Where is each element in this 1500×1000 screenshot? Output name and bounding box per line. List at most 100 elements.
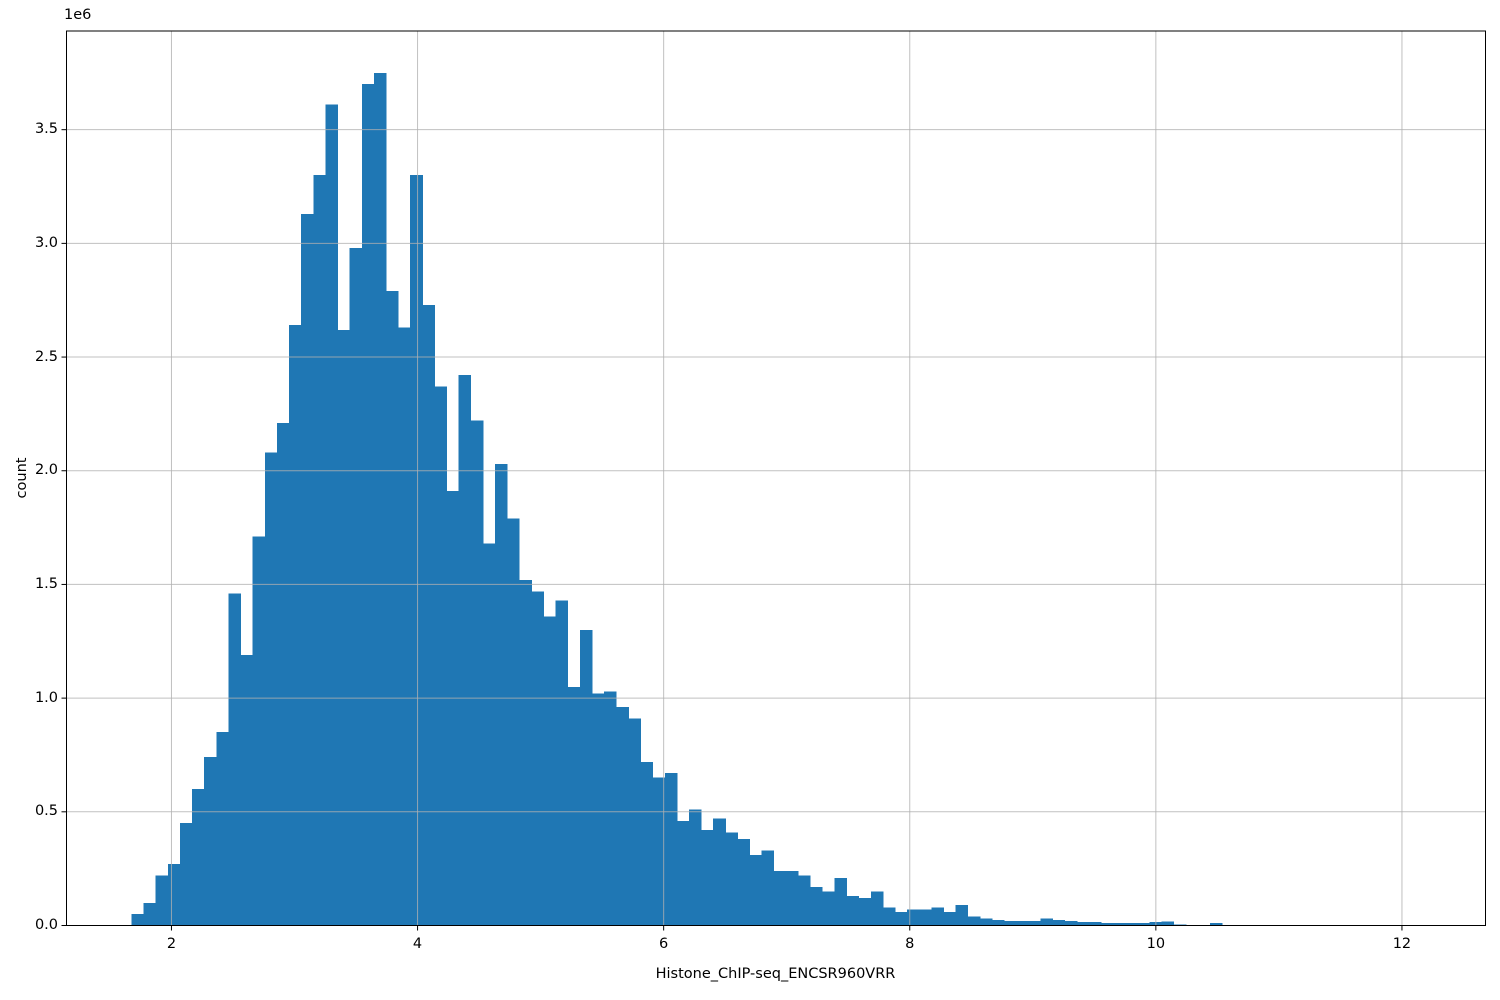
histogram-bar bbox=[895, 911, 908, 926]
histogram-bar bbox=[689, 809, 702, 926]
y-tick-label: 2.0 bbox=[34, 462, 58, 479]
histogram-bar bbox=[519, 579, 532, 926]
x-tick-label: 8 bbox=[905, 936, 915, 952]
histogram-bar bbox=[458, 375, 472, 926]
histogram-bar bbox=[507, 518, 520, 926]
histogram-bar bbox=[543, 616, 557, 926]
x-axis-title: Histone_ChIP-seq_ENCSR960VRR bbox=[655, 966, 896, 982]
histogram-bar bbox=[1004, 920, 1017, 926]
histogram-bar bbox=[1076, 922, 1090, 926]
histogram-bar bbox=[798, 875, 811, 926]
histogram-bar bbox=[385, 291, 399, 926]
histogram-bar bbox=[373, 72, 387, 926]
histogram-bar bbox=[361, 84, 375, 926]
histogram-bar bbox=[592, 693, 605, 926]
histogram-bar bbox=[1101, 922, 1114, 926]
histogram-bar bbox=[301, 213, 314, 926]
histogram-bar bbox=[1125, 923, 1138, 926]
histogram-bar bbox=[846, 895, 860, 926]
histogram-bar bbox=[749, 855, 763, 926]
histogram-bar bbox=[264, 452, 278, 926]
histogram-bar bbox=[337, 329, 351, 926]
histogram-bar bbox=[992, 919, 1005, 926]
histogram-bar bbox=[640, 761, 654, 926]
histogram-bar bbox=[495, 463, 508, 926]
histogram-bar bbox=[1161, 921, 1175, 926]
histogram-bar bbox=[398, 327, 411, 926]
histogram-bar bbox=[761, 850, 775, 926]
histogram-bar bbox=[579, 629, 593, 926]
histogram-bar bbox=[434, 386, 447, 926]
histogram-bar bbox=[1137, 923, 1150, 926]
histogram-bar bbox=[810, 886, 823, 926]
histogram-bar bbox=[882, 907, 896, 926]
histogram-bar bbox=[616, 707, 629, 926]
histogram-bar bbox=[858, 898, 872, 926]
histogram-bar bbox=[289, 325, 302, 926]
histogram-bar bbox=[919, 909, 932, 926]
histogram-bar bbox=[737, 839, 751, 926]
histogram-bar bbox=[410, 175, 423, 926]
histogram-bar bbox=[313, 175, 326, 926]
histogram-bar bbox=[979, 918, 993, 926]
histogram-bar bbox=[1210, 923, 1223, 926]
histogram-bar bbox=[531, 591, 544, 926]
histogram-bar bbox=[240, 654, 254, 926]
histogram-bar bbox=[676, 820, 690, 926]
y-tick-label: 0.5 bbox=[34, 803, 58, 820]
histogram-bar bbox=[822, 891, 835, 926]
histogram-bar bbox=[628, 718, 641, 926]
histogram-bar bbox=[446, 491, 460, 926]
histogram-bar bbox=[204, 757, 217, 926]
histogram-bar bbox=[228, 593, 241, 926]
histogram-bar bbox=[664, 773, 678, 926]
y-tick-label: 0.0 bbox=[34, 917, 58, 933]
histogram-bar bbox=[276, 422, 290, 926]
x-tick-label: 4 bbox=[412, 936, 423, 952]
histogram-bar bbox=[1028, 920, 1041, 926]
histogram-bar bbox=[967, 916, 981, 926]
histogram-bar bbox=[216, 732, 229, 926]
x-tick-label: 10 bbox=[1146, 936, 1166, 952]
histogram-bar bbox=[652, 777, 666, 926]
histogram-bar bbox=[567, 686, 581, 926]
y-tick-label: 1.0 bbox=[34, 689, 58, 706]
histogram-bar bbox=[1113, 923, 1126, 926]
histogram-bar bbox=[834, 877, 847, 926]
histogram-bar bbox=[179, 823, 193, 926]
plot-border bbox=[66, 30, 1486, 926]
histogram-bar bbox=[131, 914, 144, 926]
histogram-bar bbox=[943, 911, 957, 926]
histogram-bar bbox=[870, 891, 884, 926]
histogram-bar bbox=[1040, 918, 1054, 926]
histogram-bar bbox=[785, 870, 799, 926]
histogram-bar bbox=[713, 818, 726, 926]
histogram-bar bbox=[155, 875, 169, 926]
histogram-bar bbox=[931, 907, 944, 926]
histogram-bar bbox=[604, 691, 617, 926]
histogram-bar bbox=[192, 789, 205, 926]
histogram-bar bbox=[555, 600, 569, 926]
histogram-bar bbox=[773, 870, 787, 926]
histogram-bar bbox=[422, 304, 435, 926]
histogram-bar bbox=[1064, 920, 1078, 926]
histogram-bar bbox=[1016, 920, 1029, 926]
x-tick-label: 2 bbox=[166, 936, 177, 952]
histogram-bar bbox=[1088, 922, 1102, 926]
histogram-bar bbox=[907, 909, 920, 926]
x-tick-label: 12 bbox=[1392, 936, 1412, 952]
histogram-bar bbox=[955, 905, 969, 926]
y-tick-label: 1.5 bbox=[34, 575, 58, 592]
y-tick-label: 3.0 bbox=[34, 234, 58, 251]
y-axis-offset-label: 1e6 bbox=[64, 7, 92, 23]
histogram-bar bbox=[252, 536, 266, 926]
y-tick-label: 3.5 bbox=[34, 121, 58, 138]
histogram-bar bbox=[701, 830, 714, 926]
histogram-bar bbox=[1052, 919, 1066, 926]
x-tick-label: 6 bbox=[659, 936, 669, 952]
histogram-bar bbox=[167, 864, 181, 926]
histogram-bar bbox=[470, 420, 484, 926]
histogram-bar bbox=[725, 832, 738, 926]
